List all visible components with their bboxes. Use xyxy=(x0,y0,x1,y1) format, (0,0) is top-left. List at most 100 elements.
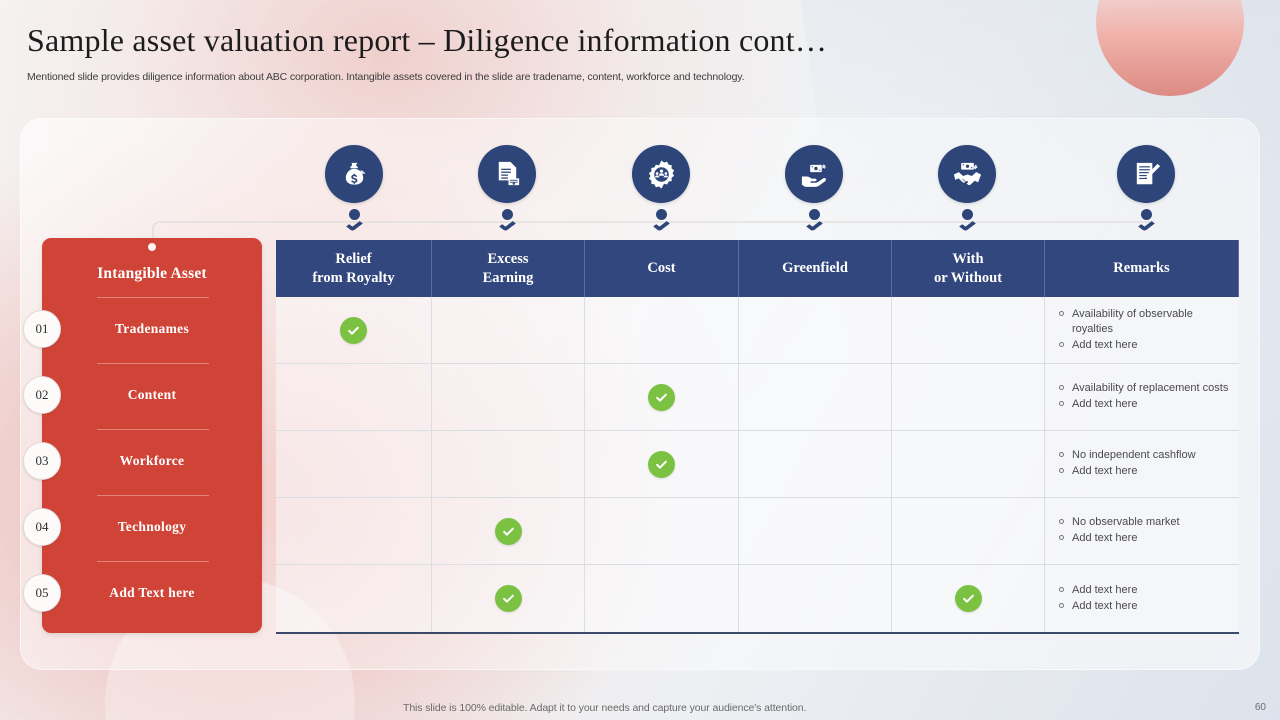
remark-text: Add text here xyxy=(1072,338,1138,351)
remark-text: Add text here xyxy=(1072,599,1138,612)
bullet-icon xyxy=(1059,385,1064,391)
table-header-line: Cost xyxy=(647,260,676,277)
remark-text: No observable market xyxy=(1072,516,1180,529)
table-cell[interactable] xyxy=(585,565,739,632)
asset-panel-item-label: Add Text here xyxy=(109,585,195,600)
table-cell[interactable] xyxy=(739,297,892,364)
remarks-list: Availability of replacement costs Add tex… xyxy=(1055,381,1231,412)
table-cell[interactable] xyxy=(276,364,432,431)
node-pin xyxy=(785,209,843,232)
list-item: No independent cashflow xyxy=(1055,448,1231,464)
table-header-cell[interactable]: With or Without xyxy=(892,240,1045,297)
asset-panel-item[interactable]: Tradenames xyxy=(42,296,262,362)
signed-document-icon xyxy=(1117,145,1175,203)
asset-number-label: 01 xyxy=(35,321,49,336)
table-cell[interactable] xyxy=(432,431,585,498)
list-item: Add text here xyxy=(1055,531,1231,547)
table-cell[interactable] xyxy=(276,297,432,364)
remark-text: Availability of replacement costs xyxy=(1072,382,1229,395)
table-cell[interactable] xyxy=(585,297,739,364)
handshake-money-icon xyxy=(938,145,996,203)
asset-panel-item[interactable]: Add Text here xyxy=(42,560,262,626)
table-cell[interactable] xyxy=(892,498,1045,565)
icon-node-invoice-document[interactable] xyxy=(478,145,536,232)
asset-panel-item-label: Technology xyxy=(117,519,187,534)
table-cell[interactable] xyxy=(432,498,585,565)
table-cell[interactable] xyxy=(585,431,739,498)
invoice-document-icon xyxy=(478,145,536,203)
node-pin xyxy=(478,209,536,232)
remarks-cell[interactable]: Availability of replacement costs Add tex… xyxy=(1045,364,1239,431)
remarks-cell[interactable]: Add text here Add text here xyxy=(1045,565,1239,632)
table-cell[interactable] xyxy=(739,565,892,632)
table-cell[interactable] xyxy=(739,431,892,498)
table-cell[interactable] xyxy=(892,297,1045,364)
table-cell[interactable] xyxy=(739,498,892,565)
asset-number-label: 04 xyxy=(35,519,49,534)
bullet-icon xyxy=(1059,310,1064,316)
table-cell[interactable] xyxy=(585,364,739,431)
bullet-icon xyxy=(1059,452,1064,458)
table-cell[interactable] xyxy=(276,498,432,565)
remarks-cell[interactable]: Availability of observable royalties Add … xyxy=(1045,297,1239,364)
bullet-icon xyxy=(1059,602,1064,608)
icon-node-money-bag[interactable] xyxy=(325,145,383,232)
table-cell[interactable] xyxy=(432,565,585,632)
node-pin xyxy=(938,209,996,232)
asset-panel-item[interactable]: Workforce xyxy=(42,428,262,494)
table-cell[interactable] xyxy=(892,431,1045,498)
node-pin xyxy=(325,209,383,232)
table-header-cell[interactable]: Cost xyxy=(585,240,739,297)
list-item: Add text here xyxy=(1055,338,1231,354)
table-header-cell[interactable]: Excess Earning xyxy=(432,240,585,297)
pin-dot-icon xyxy=(961,209,973,220)
panel-separator xyxy=(97,495,209,496)
icon-node-gear-people[interactable] xyxy=(632,145,690,232)
table-header-line: or Without xyxy=(933,269,1003,286)
bullet-icon xyxy=(1059,341,1064,347)
check-icon xyxy=(954,585,982,612)
check-icon xyxy=(648,383,675,411)
remarks-cell[interactable]: No observable market Add text here xyxy=(1045,498,1239,565)
asset-panel-item-label: Content xyxy=(127,387,177,402)
page-title: Sample asset valuation report – Diligenc… xyxy=(27,22,828,58)
table-header-cell[interactable]: Remarks xyxy=(1045,240,1239,297)
asset-number-label: 03 xyxy=(35,453,49,468)
table-cell[interactable] xyxy=(432,297,585,364)
table-header-line: Greenfield xyxy=(782,260,848,277)
asset-panel-item[interactable]: Content xyxy=(42,362,262,428)
asset-number-label: 02 xyxy=(35,387,49,402)
table-cell[interactable] xyxy=(276,565,432,632)
table-header-cell[interactable]: Relief from Royalty xyxy=(276,240,432,297)
valuation-method-table: Relief from Royalty Excess Earning Cost Green… xyxy=(276,240,1239,634)
page-subtitle: Mentioned slide provides diligence infor… xyxy=(27,71,745,83)
icon-node-handshake-money[interactable] xyxy=(938,145,996,232)
table-header-cell[interactable]: Greenfield xyxy=(739,240,892,297)
panel-separator xyxy=(97,363,209,364)
remarks-cell[interactable]: No independent cashflow Add text here xyxy=(1045,431,1239,498)
asset-panel-item-label: Tradenames xyxy=(115,321,189,336)
asset-number-label: 05 xyxy=(35,585,49,600)
list-item: Add text here xyxy=(1055,464,1231,480)
pin-dot-icon xyxy=(1140,209,1152,220)
node-pin xyxy=(1117,209,1175,232)
table-cell[interactable] xyxy=(892,364,1045,431)
table-header-line: Remarks xyxy=(1113,260,1170,277)
asset-number-badge: 02 xyxy=(23,376,61,414)
icon-node-signed-document[interactable] xyxy=(1117,145,1175,232)
list-item: No observable market xyxy=(1055,515,1231,531)
table-cell[interactable] xyxy=(276,431,432,498)
remarks-list: Availability of observable royalties Add … xyxy=(1055,307,1231,354)
table-cell[interactable] xyxy=(892,565,1045,632)
remark-text: Add text here xyxy=(1072,398,1138,410)
check-icon xyxy=(494,517,522,545)
icon-node-hand-cash[interactable] xyxy=(785,145,843,232)
asset-panel-item[interactable]: Technology xyxy=(42,494,262,560)
hand-cash-icon xyxy=(785,145,843,203)
table-cell[interactable] xyxy=(585,498,739,565)
table-cell[interactable] xyxy=(432,364,585,431)
table-header-line: Earning xyxy=(482,269,534,286)
table-header-line: With xyxy=(952,251,984,268)
bullet-icon xyxy=(1059,519,1064,525)
table-cell[interactable] xyxy=(739,364,892,431)
